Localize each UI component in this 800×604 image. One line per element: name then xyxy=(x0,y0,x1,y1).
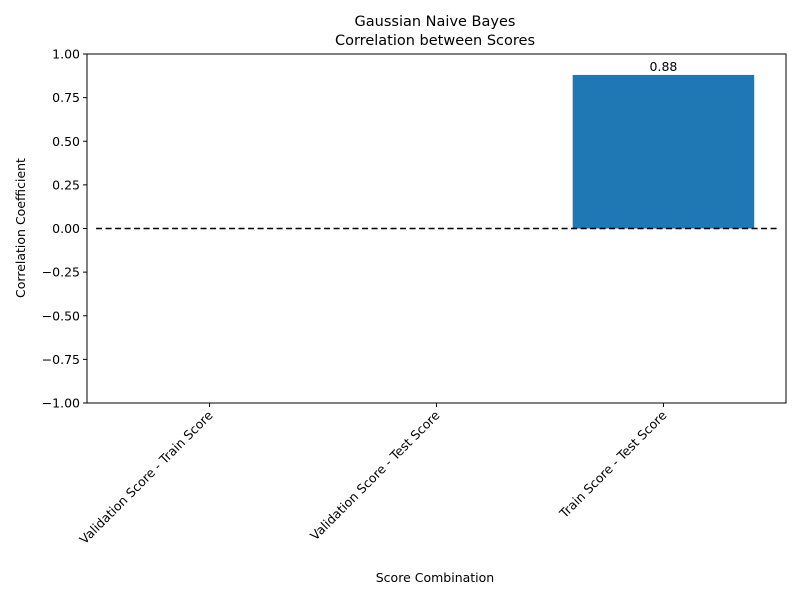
y-tick-label-8: 1.00 xyxy=(52,47,80,62)
y-tick-label-0: −1.00 xyxy=(42,396,80,411)
y-tick-label-1: −0.75 xyxy=(42,352,80,367)
chart-title-line2: Correlation between Scores xyxy=(335,33,535,49)
y-tick-label-3: −0.25 xyxy=(42,265,80,280)
x-axis-label: Score Combination xyxy=(376,570,494,585)
y-tick-label-6: 0.50 xyxy=(52,134,80,149)
y-tick-label-5: 0.25 xyxy=(52,177,80,192)
plot-area: 0.88 −1.00 −0.75 −0.50 −0.25 0.00 0.25 0.50 0.75… xyxy=(42,47,787,547)
y-tick-label-4: 0.00 xyxy=(52,221,80,236)
x-tick-label-2: Train Score - Test Score xyxy=(556,407,670,521)
data-label-2: 0.88 xyxy=(650,59,678,74)
x-tick-label-1: Validation Score - Test Score xyxy=(307,407,443,543)
chart-title-line1: Gaussian Naive Bayes xyxy=(355,14,516,30)
y-tick-label-7: 0.75 xyxy=(52,90,80,105)
y-axis-label: Correlation Coefficient xyxy=(13,158,28,298)
y-tick-label-2: −0.50 xyxy=(42,308,80,323)
bar-2 xyxy=(572,74,755,229)
x-tick-label-0: Validation Score - Train Score xyxy=(76,407,216,547)
